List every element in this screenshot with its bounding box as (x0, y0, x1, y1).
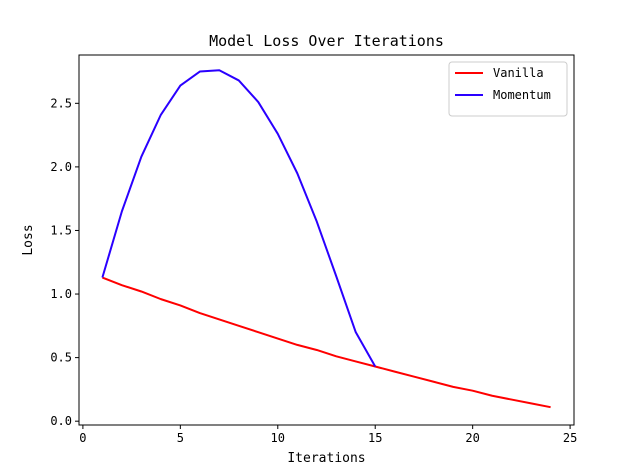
y-tick-label: 0.0 (50, 414, 72, 428)
x-axis-ticks: 0 5 10 15 20 25 (79, 425, 577, 445)
x-tick-label: 5 (177, 431, 184, 445)
x-tick-label: 20 (465, 431, 479, 445)
x-axis-label: Iterations (287, 451, 365, 466)
series-line-momentum (101, 69, 377, 368)
chart-title: Model Loss Over Iterations (209, 32, 444, 50)
y-tick-label: 2.5 (50, 96, 72, 110)
legend-label-vanilla: Vanilla (493, 66, 544, 80)
legend: Vanilla Momentum (448, 61, 568, 117)
y-tick-label: 0.5 (50, 351, 72, 365)
legend-box (448, 61, 568, 117)
y-axis-ticks: 0.0 0.5 1.0 1.5 2.0 2.5 (50, 96, 79, 428)
x-tick-label: 0 (79, 431, 86, 445)
plot-frame (78, 54, 575, 426)
x-tick-label: 15 (368, 431, 382, 445)
y-tick-label: 1.0 (50, 287, 72, 301)
y-tick-label: 1.5 (50, 223, 72, 237)
x-tick-label: 10 (271, 431, 285, 445)
series-line-vanilla (102, 276, 551, 409)
x-tick-label: 25 (563, 431, 577, 445)
y-axis-label: Loss (21, 224, 36, 255)
series-layer (101, 69, 551, 409)
y-tick-label: 2.0 (50, 160, 72, 174)
legend-label-momentum: Momentum (493, 88, 551, 102)
